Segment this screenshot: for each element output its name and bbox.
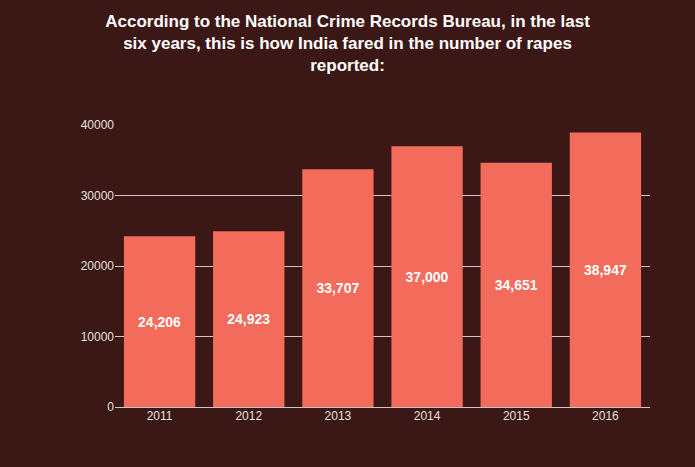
svg-text:20000: 20000 bbox=[81, 259, 115, 273]
svg-text:2014: 2014 bbox=[414, 409, 441, 423]
svg-text:2016: 2016 bbox=[592, 409, 619, 423]
svg-text:33,707: 33,707 bbox=[316, 280, 359, 296]
svg-text:24,923: 24,923 bbox=[227, 311, 270, 327]
svg-text:0: 0 bbox=[107, 400, 114, 414]
svg-text:24,206: 24,206 bbox=[138, 314, 181, 330]
svg-text:According to the National Crim: According to the National Crime Records … bbox=[105, 12, 590, 75]
svg-text:40000: 40000 bbox=[81, 118, 115, 132]
svg-text:2012: 2012 bbox=[235, 409, 262, 423]
svg-text:37,000: 37,000 bbox=[406, 269, 449, 285]
svg-text:2015: 2015 bbox=[503, 409, 530, 423]
svg-text:10000: 10000 bbox=[81, 330, 115, 344]
svg-text:30000: 30000 bbox=[81, 189, 115, 203]
svg-text:2011: 2011 bbox=[147, 409, 173, 423]
svg-text:2013: 2013 bbox=[325, 409, 352, 423]
svg-text:34,651: 34,651 bbox=[495, 277, 538, 293]
svg-text:38,947: 38,947 bbox=[584, 262, 627, 278]
